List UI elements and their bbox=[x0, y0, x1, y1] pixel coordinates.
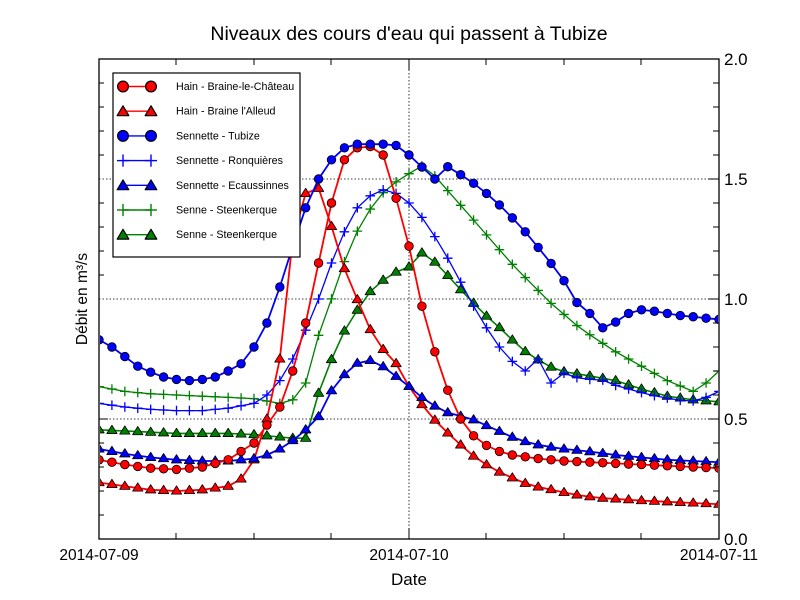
svg-text:Hain - Braine-le-Château: Hain - Braine-le-Château bbox=[176, 81, 294, 93]
svg-text:Niveaux des cours d'eau qui pa: Niveaux des cours d'eau qui passent à Tu… bbox=[210, 23, 607, 45]
svg-text:Senne - Steenkerque: Senne - Steenkerque bbox=[176, 205, 277, 217]
svg-text:Débit en m³/s: Débit en m³/s bbox=[74, 253, 91, 345]
svg-text:1.0: 1.0 bbox=[724, 290, 748, 309]
svg-text:Hain - Braine l'Alleud: Hain - Braine l'Alleud bbox=[176, 106, 276, 118]
svg-text:0.5: 0.5 bbox=[724, 410, 748, 429]
svg-text:Senne - Steenkerque: Senne - Steenkerque bbox=[176, 229, 277, 241]
svg-text:2.0: 2.0 bbox=[724, 50, 748, 69]
svg-text:Sennette - Tubize: Sennette - Tubize bbox=[176, 130, 260, 142]
svg-text:2014-07-11: 2014-07-11 bbox=[680, 547, 758, 564]
svg-text:Sennette - Ecaussinnes: Sennette - Ecaussinnes bbox=[176, 180, 289, 192]
svg-text:2014-07-10: 2014-07-10 bbox=[369, 547, 449, 564]
svg-text:1.5: 1.5 bbox=[724, 170, 748, 189]
svg-text:Date: Date bbox=[391, 570, 427, 589]
svg-text:2014-07-09: 2014-07-09 bbox=[59, 547, 138, 564]
svg-text:Sennette - Ronquières: Sennette - Ronquières bbox=[176, 155, 283, 167]
